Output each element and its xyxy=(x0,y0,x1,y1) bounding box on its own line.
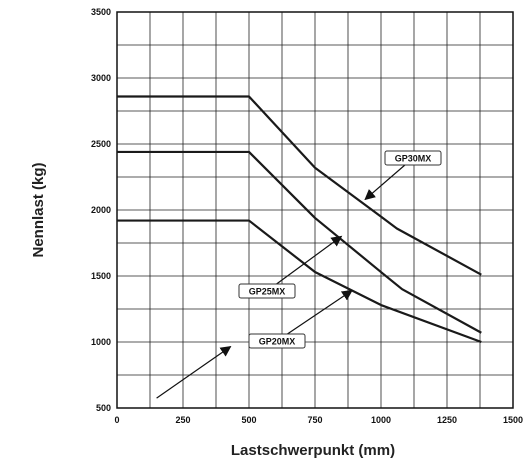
x-tick-label: 1000 xyxy=(371,415,391,425)
y-tick-label: 3000 xyxy=(91,73,111,83)
y-tick-label: 3500 xyxy=(91,7,111,17)
annotation-box xyxy=(248,333,306,349)
x-tick-label: 250 xyxy=(175,415,190,425)
y-tick-label: 2000 xyxy=(91,205,111,215)
grid xyxy=(117,12,513,408)
annotation-box xyxy=(238,283,296,299)
y-tick-labels: 500 1000 1500 2000 2500 3000 3500 xyxy=(91,7,111,413)
x-tick-label: 750 xyxy=(307,415,322,425)
annotations: GP30MX GP25MX GP20MX xyxy=(156,150,442,399)
annotation-label: GP30MX xyxy=(395,154,432,164)
x-tick-label: 1500 xyxy=(503,415,523,425)
x-axis-title: Lastschwerpunkt (mm) xyxy=(231,442,395,459)
y-axis-title: Nennlast (kg) xyxy=(30,162,47,257)
series-line-gp25mx xyxy=(117,150,482,334)
series-line-gp20mx xyxy=(117,219,482,344)
series-lines xyxy=(117,95,482,344)
x-tick-label: 500 xyxy=(241,415,256,425)
y-tick-label: 2500 xyxy=(91,139,111,149)
annotation-arrow xyxy=(276,235,343,285)
annotation-box xyxy=(384,150,442,166)
annotation-label: GP25MX xyxy=(249,287,286,297)
x-tick-label: 0 xyxy=(114,415,119,425)
annotation-arrow xyxy=(364,164,406,201)
series-line-gp30mx xyxy=(117,95,482,276)
y-tick-label: 1500 xyxy=(91,271,111,281)
y-tick-label: 1000 xyxy=(91,337,111,347)
annotation-arrow xyxy=(156,346,232,399)
y-tick-label: 500 xyxy=(96,403,111,413)
x-tick-label: 1250 xyxy=(437,415,457,425)
annotation-arrow xyxy=(287,289,353,335)
plot-frame xyxy=(116,11,514,409)
annotation-label: GP20MX xyxy=(259,337,296,347)
x-tick-labels: 0 250 500 750 1000 1250 1500 xyxy=(114,415,523,425)
